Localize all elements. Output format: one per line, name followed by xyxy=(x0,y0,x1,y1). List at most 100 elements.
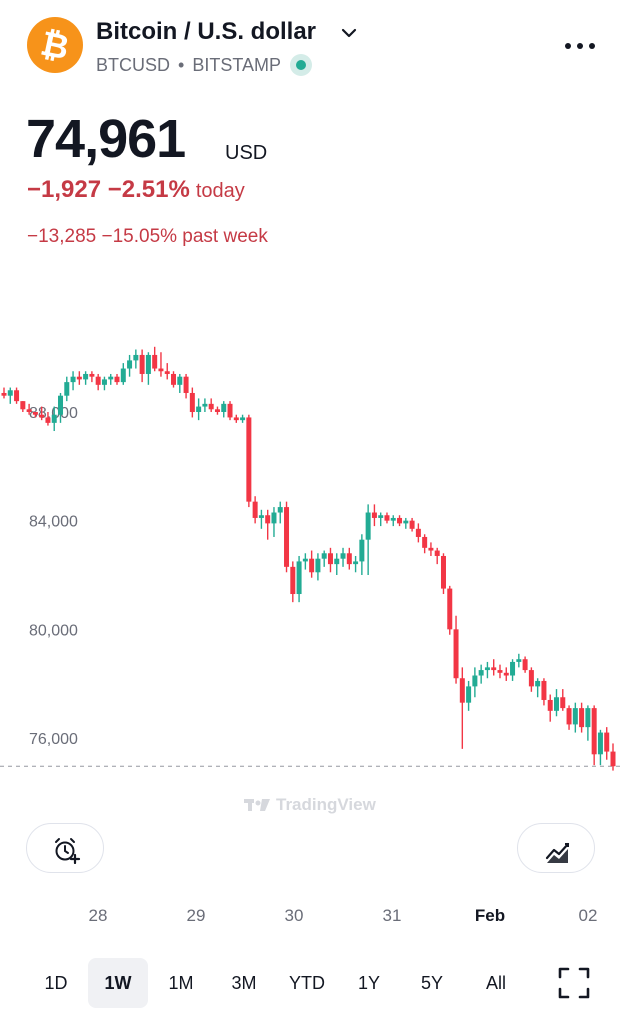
candle xyxy=(296,555,302,603)
candle xyxy=(447,585,453,635)
candle-body xyxy=(553,697,559,711)
candle xyxy=(51,406,57,432)
candle xyxy=(491,659,497,676)
candle xyxy=(196,398,202,421)
candle-body xyxy=(208,403,214,410)
candle xyxy=(466,680,472,711)
timeframe-1w-button[interactable]: 1W xyxy=(88,958,148,1008)
candle xyxy=(171,371,177,388)
candle xyxy=(133,349,139,369)
candle xyxy=(39,406,45,421)
candle xyxy=(566,705,572,730)
timeframe-1y-button[interactable]: 1Y xyxy=(357,973,381,993)
svg-text:₿: ₿ xyxy=(37,25,72,68)
candle-body xyxy=(277,507,283,513)
candle-body xyxy=(95,376,101,385)
candle-body xyxy=(189,392,195,412)
candle xyxy=(365,504,371,575)
candle xyxy=(139,349,145,383)
candle-body xyxy=(315,558,321,573)
y-tick-label: 76,000 xyxy=(29,731,78,748)
candle-body xyxy=(1,392,7,396)
candle xyxy=(453,615,459,684)
candle-body xyxy=(221,403,227,412)
candle-body xyxy=(145,354,151,374)
candle-body xyxy=(453,629,459,679)
candle-body xyxy=(246,417,252,502)
timeframe-3m-button[interactable]: 3M xyxy=(231,973,257,993)
candle xyxy=(277,501,283,524)
symbol-title[interactable]: Bitcoin / U.S. dollar xyxy=(96,18,317,45)
more-horizontal-icon[interactable] xyxy=(562,36,598,61)
candle xyxy=(252,496,258,524)
candle-body xyxy=(265,515,271,524)
candle-body xyxy=(127,360,133,369)
candle-body xyxy=(440,555,446,589)
candle-body xyxy=(541,680,547,700)
candle xyxy=(353,555,359,573)
candle xyxy=(378,512,384,527)
candle-body xyxy=(346,553,352,565)
candle xyxy=(189,387,195,418)
fullscreen-icon[interactable] xyxy=(557,966,591,1005)
candle xyxy=(597,729,603,766)
candle xyxy=(516,653,522,668)
candle-body xyxy=(547,699,553,711)
x-tick-label: 28 xyxy=(88,906,108,925)
candle-body xyxy=(334,558,340,565)
candle-body xyxy=(428,547,434,551)
candle-body xyxy=(579,708,585,728)
candle xyxy=(547,694,553,722)
add-alert-button[interactable] xyxy=(26,823,104,873)
candle xyxy=(258,509,264,529)
candle xyxy=(164,363,170,380)
candle-body xyxy=(89,373,95,377)
candle xyxy=(271,507,277,537)
candle-body xyxy=(503,672,509,676)
candle xyxy=(560,689,566,711)
candle-body xyxy=(409,520,415,529)
candle xyxy=(26,403,32,415)
x-tick-label: 31 xyxy=(382,906,402,925)
candle-body xyxy=(478,670,484,676)
alarm-plus-icon xyxy=(55,838,81,864)
candle xyxy=(127,354,133,377)
timeframe-1d-button[interactable]: 1D xyxy=(44,973,68,993)
candle xyxy=(32,412,38,418)
timeframe-ytd-button[interactable]: YTD xyxy=(289,973,325,993)
candle-body xyxy=(202,403,208,407)
candle xyxy=(246,414,252,508)
timeframe-all-button[interactable]: All xyxy=(485,973,506,993)
candle xyxy=(510,659,516,681)
symbol-subtitle: BTCUSD • BITSTAMP xyxy=(96,54,313,76)
candle-body xyxy=(302,558,308,562)
separator-dot: • xyxy=(178,54,185,75)
price-currency: USD xyxy=(225,142,268,164)
candle-body xyxy=(45,417,51,423)
candle-body xyxy=(133,354,139,361)
candle xyxy=(484,661,490,679)
timeframe-5y-button[interactable]: 5Y xyxy=(420,973,444,993)
candle xyxy=(403,517,409,529)
candle-body xyxy=(51,414,57,423)
candle-body xyxy=(152,354,158,369)
candle xyxy=(309,550,315,578)
exchange-name: BITSTAMP xyxy=(192,54,282,75)
candle xyxy=(83,371,89,385)
candle-body xyxy=(114,376,120,383)
candle-body xyxy=(309,558,315,573)
candle xyxy=(397,515,403,527)
timeframe-1m-button[interactable]: 1M xyxy=(168,973,194,993)
chevron-down-icon[interactable] xyxy=(341,26,357,44)
candle xyxy=(233,414,239,423)
y-tick-label: 80,000 xyxy=(29,622,78,639)
candle-body xyxy=(365,512,371,540)
indicators-button[interactable] xyxy=(517,823,595,873)
candle-body xyxy=(434,550,440,556)
candle xyxy=(20,401,26,412)
candle xyxy=(371,504,377,527)
candle xyxy=(497,664,503,679)
candle xyxy=(70,371,76,391)
candle-body xyxy=(510,661,516,676)
